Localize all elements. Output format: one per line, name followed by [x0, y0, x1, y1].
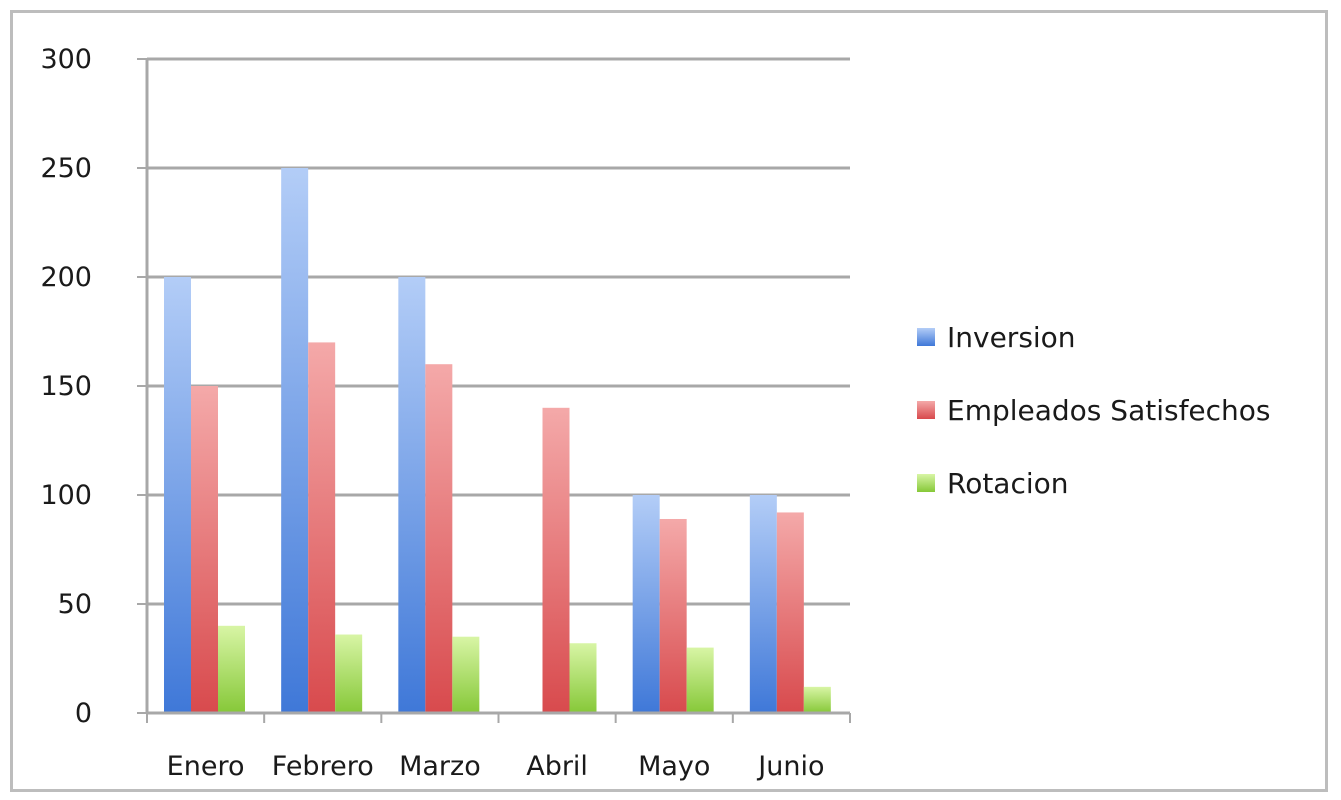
legend-swatch-empleados-satisfechos	[917, 401, 935, 419]
bar-inversion-enero	[164, 277, 191, 713]
axes	[137, 58, 851, 723]
legend-label: Empleados Satisfechos	[947, 394, 1271, 427]
bar-rotacion-abril	[569, 643, 597, 713]
x-tick-label: Mayo	[638, 751, 710, 782]
x-tick-label: Febrero	[272, 751, 374, 782]
y-tick-label: 50	[58, 589, 92, 620]
bar-empleados-satisfechos-marzo	[425, 364, 453, 713]
legend-swatch-inversion	[917, 328, 935, 346]
bars	[164, 168, 831, 713]
bar-empleados-satisfechos-enero	[191, 386, 218, 713]
y-tick-label: 150	[40, 371, 92, 402]
y-tick-label: 300	[40, 44, 92, 75]
legend: Inversion Empleados Satisfechos Rotacion	[917, 321, 1271, 500]
tick-labels: 0 50 100 150 200 250 300 Enero Febrero Marzo Abril…	[40, 44, 824, 782]
x-tick-label: Marzo	[399, 751, 481, 782]
x-tick-label: Enero	[167, 751, 245, 782]
bar-empleados-satisfechos-abril	[542, 407, 570, 713]
bar-inversion-marzo	[398, 277, 426, 713]
legend-label: Inversion	[947, 321, 1076, 354]
legend-label: Rotacion	[947, 467, 1069, 500]
gridlines	[147, 57, 850, 606]
bar-rotacion-marzo	[452, 636, 480, 713]
y-tick-label: 100	[40, 480, 92, 511]
bar-inversion-mayo	[632, 495, 660, 713]
bar-empleados-satisfechos-febrero	[308, 342, 336, 713]
bar-inversion-febrero	[281, 168, 309, 713]
bar-empleados-satisfechos-mayo	[659, 518, 687, 713]
bar-rotacion-febrero	[335, 634, 363, 713]
x-tick-label: Junio	[756, 751, 824, 782]
bar-rotacion-junio	[803, 686, 831, 713]
bar-rotacion-mayo	[686, 647, 714, 713]
y-tick-label: 200	[40, 262, 92, 293]
x-tick-label: Abril	[526, 751, 588, 782]
bar-inversion-junio	[749, 495, 777, 713]
legend-swatch-rotacion	[917, 474, 935, 492]
bar-empleados-satisfechos-junio	[776, 512, 804, 713]
y-tick-label: 250	[40, 153, 92, 184]
bar-rotacion-enero	[218, 625, 245, 713]
y-tick-label: 0	[75, 698, 92, 729]
